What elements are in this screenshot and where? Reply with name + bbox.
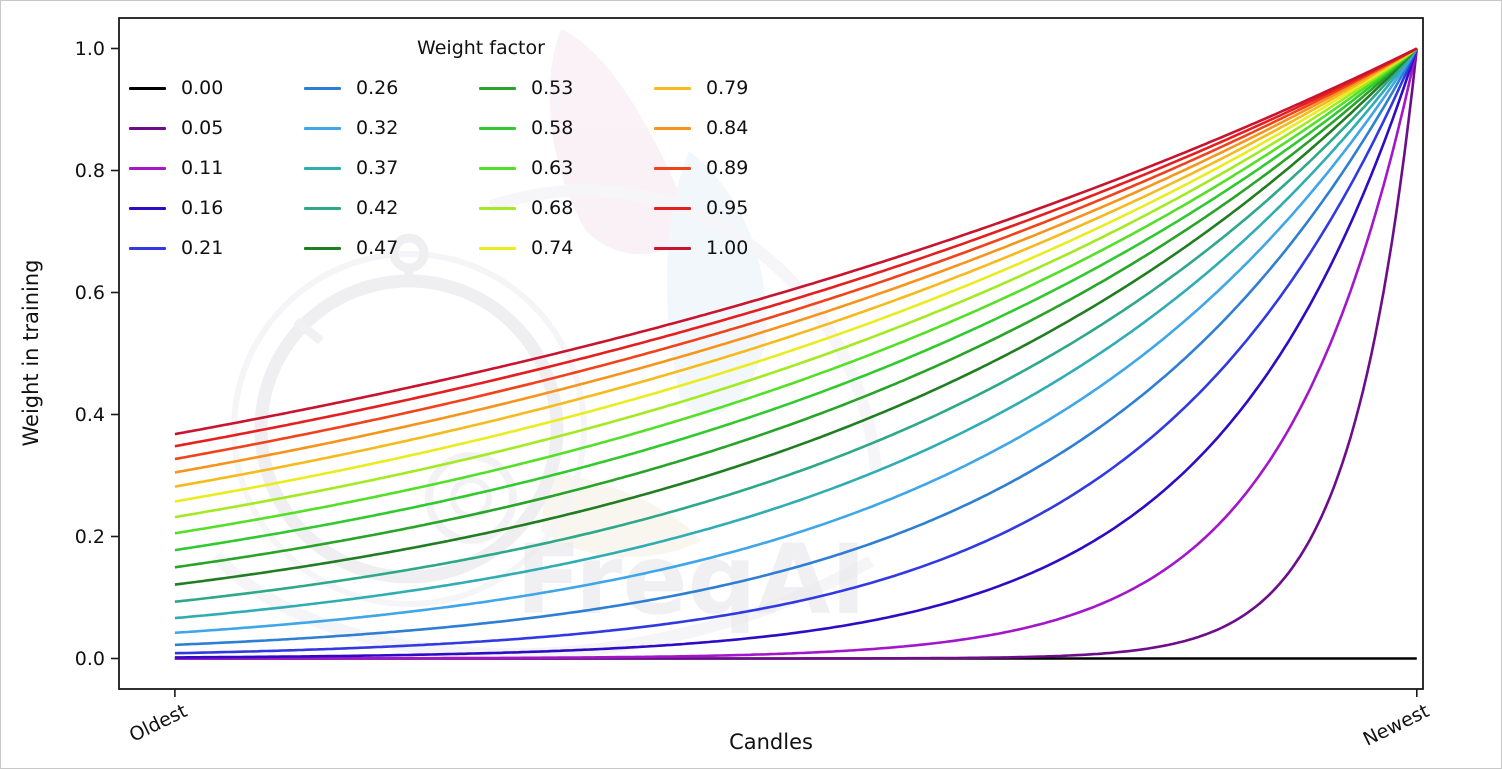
curve-0.21 [174, 47, 1418, 655]
curve-0.79 [174, 47, 1418, 488]
curve-0.16 [174, 48, 1419, 659]
legend-line-swatch [129, 86, 166, 90]
legend-line-swatch [304, 246, 341, 250]
curve-0.42 [174, 47, 1418, 603]
legend-line-swatch [304, 206, 341, 210]
legend-label: 0.16 [181, 197, 224, 219]
curve-0.11 [174, 48, 1419, 660]
legend-label: 1.00 [706, 237, 749, 259]
legend-entry: 0.21 [129, 237, 304, 259]
legend-line-swatch [129, 166, 166, 170]
legend-entry: 0.00 [129, 77, 304, 99]
legend-entry: 0.26 [304, 77, 479, 99]
legend-entry: 1.00 [654, 237, 829, 259]
legend-label: 0.42 [356, 197, 399, 219]
curve-group [174, 47, 1419, 660]
legend-line-swatch [654, 86, 691, 90]
legend-line-swatch [654, 126, 691, 130]
curve-0.37 [174, 47, 1418, 620]
legend-line-swatch [304, 126, 341, 130]
legend-entry: 0.11 [129, 157, 304, 179]
legend-label: 0.63 [531, 157, 574, 179]
legend-line-swatch [479, 86, 516, 90]
legend-entry: 0.84 [654, 117, 829, 139]
curve-0.47 [174, 47, 1418, 586]
y-tick-label: 0.4 [74, 403, 105, 426]
legend-entry: 0.89 [654, 157, 829, 179]
legend-line-swatch [479, 246, 516, 250]
legend-label: 0.05 [181, 117, 224, 139]
curve-0.89 [174, 47, 1418, 461]
curve-0.26 [174, 47, 1418, 647]
legend-entry: 0.63 [479, 157, 654, 179]
curve-0.58 [174, 47, 1418, 552]
legend-label: 0.95 [706, 197, 749, 219]
watermark-gear-icon [425, 452, 517, 544]
legend-entry: 0.42 [304, 197, 479, 219]
legend-label: 0.00 [181, 77, 224, 99]
legend-label: 0.32 [356, 117, 399, 139]
legend-entry: 0.74 [479, 237, 654, 259]
y-axis-label: Weight in training [19, 259, 43, 447]
legend-label: 0.68 [531, 197, 574, 219]
legend-entry: 0.47 [304, 237, 479, 259]
legend-line-swatch [129, 126, 166, 130]
x-axis-label: Candles [729, 730, 813, 754]
legend-entry: 0.32 [304, 117, 479, 139]
curve-0.68 [174, 47, 1418, 519]
y-tick-label: 0.8 [74, 159, 105, 182]
legend-line-swatch [479, 206, 516, 210]
legend-line-swatch [479, 126, 516, 130]
legend-line-swatch [654, 246, 691, 250]
legend-entry: 0.79 [654, 77, 829, 99]
legend-line-swatch [654, 206, 691, 210]
legend-entry: 0.58 [479, 117, 654, 139]
legend-entry: 0.53 [479, 77, 654, 99]
legend-line-swatch [654, 166, 691, 170]
legend-label: 0.26 [356, 77, 399, 99]
y-tick-label: 0.0 [74, 647, 105, 670]
legend-label: 0.21 [181, 237, 224, 259]
legend-label: 0.47 [356, 237, 399, 259]
curve-0.63 [174, 47, 1418, 535]
curve-0.84 [174, 47, 1418, 474]
legend-label: 0.37 [356, 157, 399, 179]
axes-box [118, 17, 1424, 690]
curve-0.32 [174, 47, 1418, 635]
legend-line-swatch [479, 166, 516, 170]
legend: Weight factor 0.00 0.05 0.11 0.16 0.21 0.26 0.… [129, 37, 833, 268]
y-tick-label: 0.2 [74, 525, 105, 548]
legend-label: 0.89 [706, 157, 749, 179]
legend-label: 0.84 [706, 117, 749, 139]
legend-title: Weight factor [417, 37, 545, 59]
curve-0.95 [174, 47, 1418, 448]
legend-entry: 0.16 [129, 197, 304, 219]
legend-label: 0.53 [531, 77, 574, 99]
legend-line-swatch [304, 86, 341, 90]
legend-entry: 0.37 [304, 157, 479, 179]
legend-line-swatch [129, 206, 166, 210]
legend-entry: 0.95 [654, 197, 829, 219]
legend-line-swatch [129, 246, 166, 250]
legend-line-swatch [304, 166, 341, 170]
watermark-text: FreqAI [516, 524, 867, 636]
y-tick-label: 0.6 [74, 281, 105, 304]
legend-label: 0.58 [531, 117, 574, 139]
curve-0.53 [174, 47, 1418, 569]
curve-1.00 [174, 47, 1418, 436]
legend-grid: 0.00 0.05 0.11 0.16 0.21 0.26 0.32 0.37 0.42 0.47… [129, 68, 833, 268]
legend-label: 0.79 [706, 77, 749, 99]
y-tick-label: 1.0 [74, 37, 105, 60]
legend-label: 0.74 [531, 237, 574, 259]
legend-entry: 0.05 [129, 117, 304, 139]
curve-0.74 [174, 47, 1418, 503]
legend-entry: 0.68 [479, 197, 654, 219]
axis-ticks [111, 47, 1418, 697]
legend-label: 0.11 [181, 157, 224, 179]
